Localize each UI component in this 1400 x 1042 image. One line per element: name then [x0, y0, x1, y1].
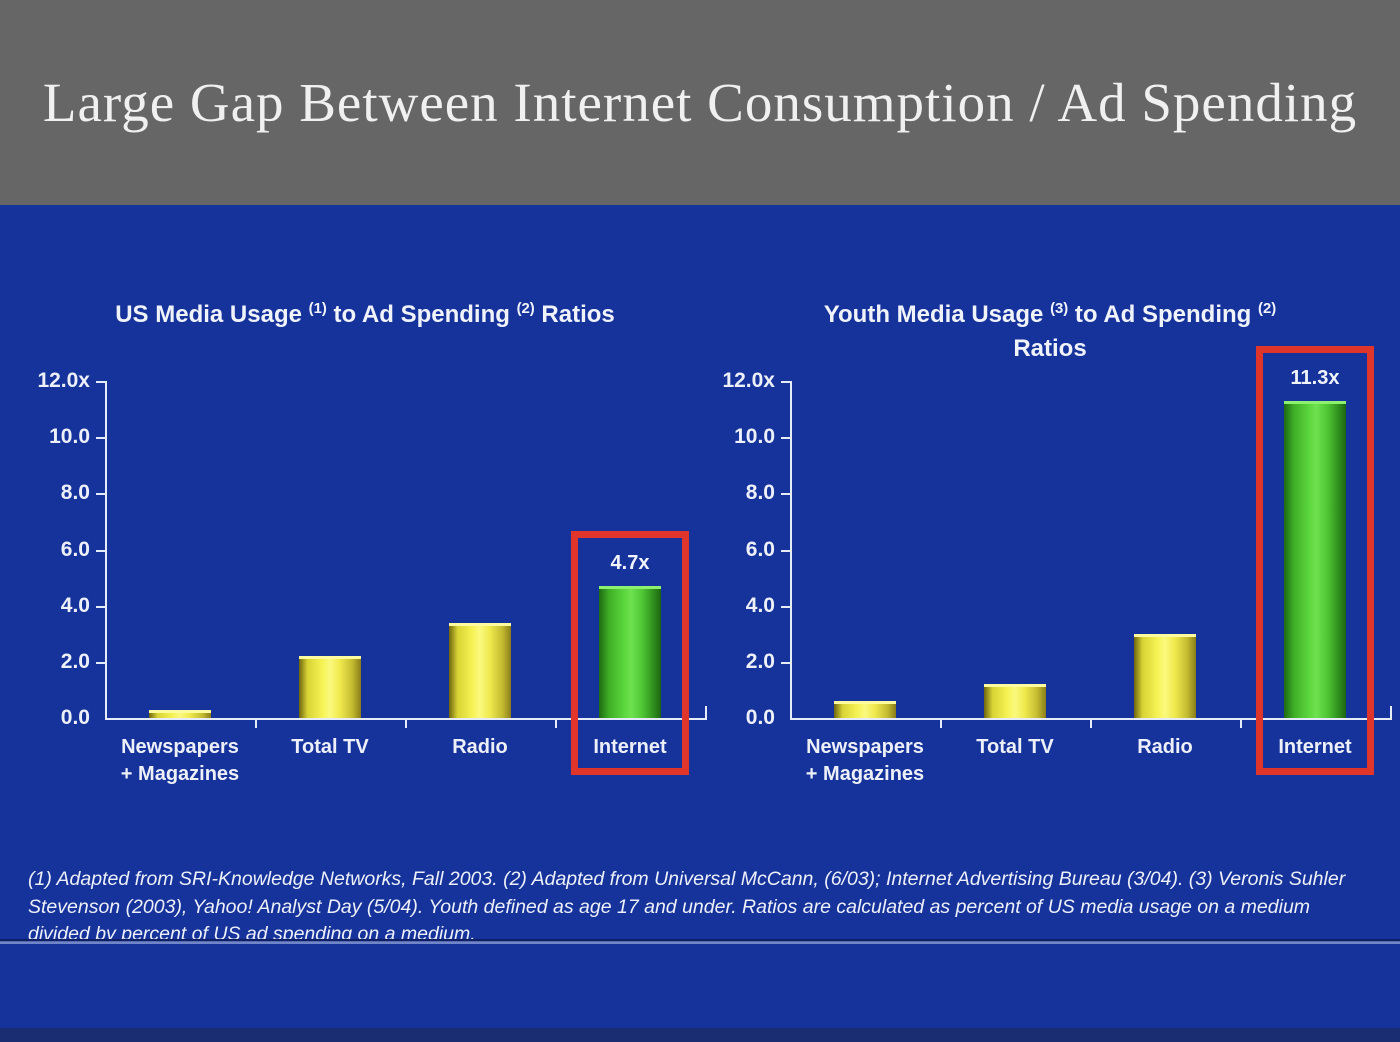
y-axis-line [790, 381, 792, 718]
bar-newspapers-magazines [834, 701, 896, 718]
y-axis-line [105, 381, 107, 718]
y-tick-label: 4.0 [60, 593, 90, 617]
title-text: Youth Media Usage [823, 301, 1051, 328]
title-superscript: (3) [1050, 301, 1069, 317]
slide-footer: MorganStanley 43 [0, 944, 1400, 1042]
highlight-box [1256, 345, 1374, 775]
chart-title: Youth Media Usage (3) to Ad Spending (2)… [705, 292, 1395, 366]
bar-value-label: 11.3x [1290, 366, 1340, 389]
y-axis-tick [781, 381, 790, 383]
category-label-radio: Radio [452, 736, 508, 758]
title-text: to Ad Spending [326, 301, 517, 328]
y-tick-label: 2.0 [745, 649, 775, 673]
y-axis-tick [96, 549, 105, 552]
title-text: to Ad Spending [1068, 301, 1258, 328]
category-label-newspapers-magazines: Newspapers + Magazines [120, 736, 240, 785]
bar-total-tv [299, 656, 361, 718]
bar-value-label: 4.7x [610, 552, 650, 574]
category-label-total-tv: Total TV [291, 736, 369, 758]
x-axis-tick [1240, 718, 1242, 728]
y-tick-label: 12.0x [37, 369, 90, 392]
slide-header: Large Gap Between Internet Consumption /… [0, 0, 1400, 205]
x-axis-tick [405, 718, 407, 728]
footer-divider [0, 939, 1400, 944]
y-axis-tick [96, 493, 105, 496]
chart-us-media-usage: US Media Usage (1) to Ad Spending (2) Ra… [20, 270, 710, 805]
y-tick-label: 4.0 [745, 593, 775, 617]
title-superscript: (1) [308, 301, 327, 317]
y-axis-tick [96, 605, 105, 608]
y-axis-tick [781, 661, 790, 664]
bar-internet [599, 586, 661, 718]
footnote: (1) Adapted from SRI-Knowledge Networks,… [28, 868, 1346, 945]
slide-title: Large Gap Between Internet Consumption /… [42, 72, 1358, 133]
bar-total-tv [984, 684, 1046, 718]
y-axis-tick [781, 549, 790, 552]
x-axis-endcap [1390, 706, 1392, 718]
y-tick-label: 8.0 [745, 481, 775, 505]
y-axis-tick [96, 437, 105, 440]
bar-newspapers-magazines [149, 709, 211, 718]
x-axis-tick [940, 718, 942, 728]
x-axis-tick [1090, 718, 1092, 728]
bar-radio [1134, 633, 1196, 718]
highlight-box [571, 531, 689, 775]
category-label-internet: Internet [593, 736, 667, 758]
category-label-newspapers-magazines: Newspapers + Magazines [805, 736, 925, 785]
y-tick-label: 12.0x [722, 369, 775, 392]
y-tick-label: 10.0 [49, 425, 90, 449]
y-tick-label: 2.0 [60, 649, 90, 673]
x-axis-endcap [705, 706, 707, 718]
title-text: US Media Usage [115, 301, 309, 328]
title-superscript: (2) [1258, 301, 1277, 317]
y-axis-tick [781, 437, 790, 440]
title-text: Ratios [1013, 335, 1087, 362]
title-superscript: (2) [516, 301, 535, 317]
chart-youth-media-usage: Youth Media Usage (3) to Ad Spending (2)… [705, 270, 1395, 805]
y-tick-label: 0.0 [60, 706, 90, 729]
y-axis-tick [781, 493, 790, 496]
category-label-radio: Radio [1137, 736, 1193, 758]
y-axis-tick [96, 381, 105, 383]
y-tick-label: 10.0 [734, 425, 775, 449]
bottom-edge-strip [0, 1028, 1400, 1042]
y-tick-label: 6.0 [60, 537, 90, 561]
bar-internet [1284, 400, 1346, 718]
category-label-internet: Internet [1278, 736, 1352, 758]
bar-radio [449, 622, 511, 718]
y-axis-tick [96, 661, 105, 664]
y-tick-label: 0.0 [745, 706, 775, 729]
y-tick-label: 8.0 [60, 481, 90, 505]
x-axis-tick [555, 718, 557, 728]
title-text: Ratios [534, 301, 615, 328]
y-axis-tick [781, 605, 790, 608]
x-axis-tick [255, 718, 257, 728]
category-label-total-tv: Total TV [976, 736, 1054, 758]
chart-title: US Media Usage (1) to Ad Spending (2) Ra… [20, 292, 710, 332]
y-tick-label: 6.0 [745, 537, 775, 561]
